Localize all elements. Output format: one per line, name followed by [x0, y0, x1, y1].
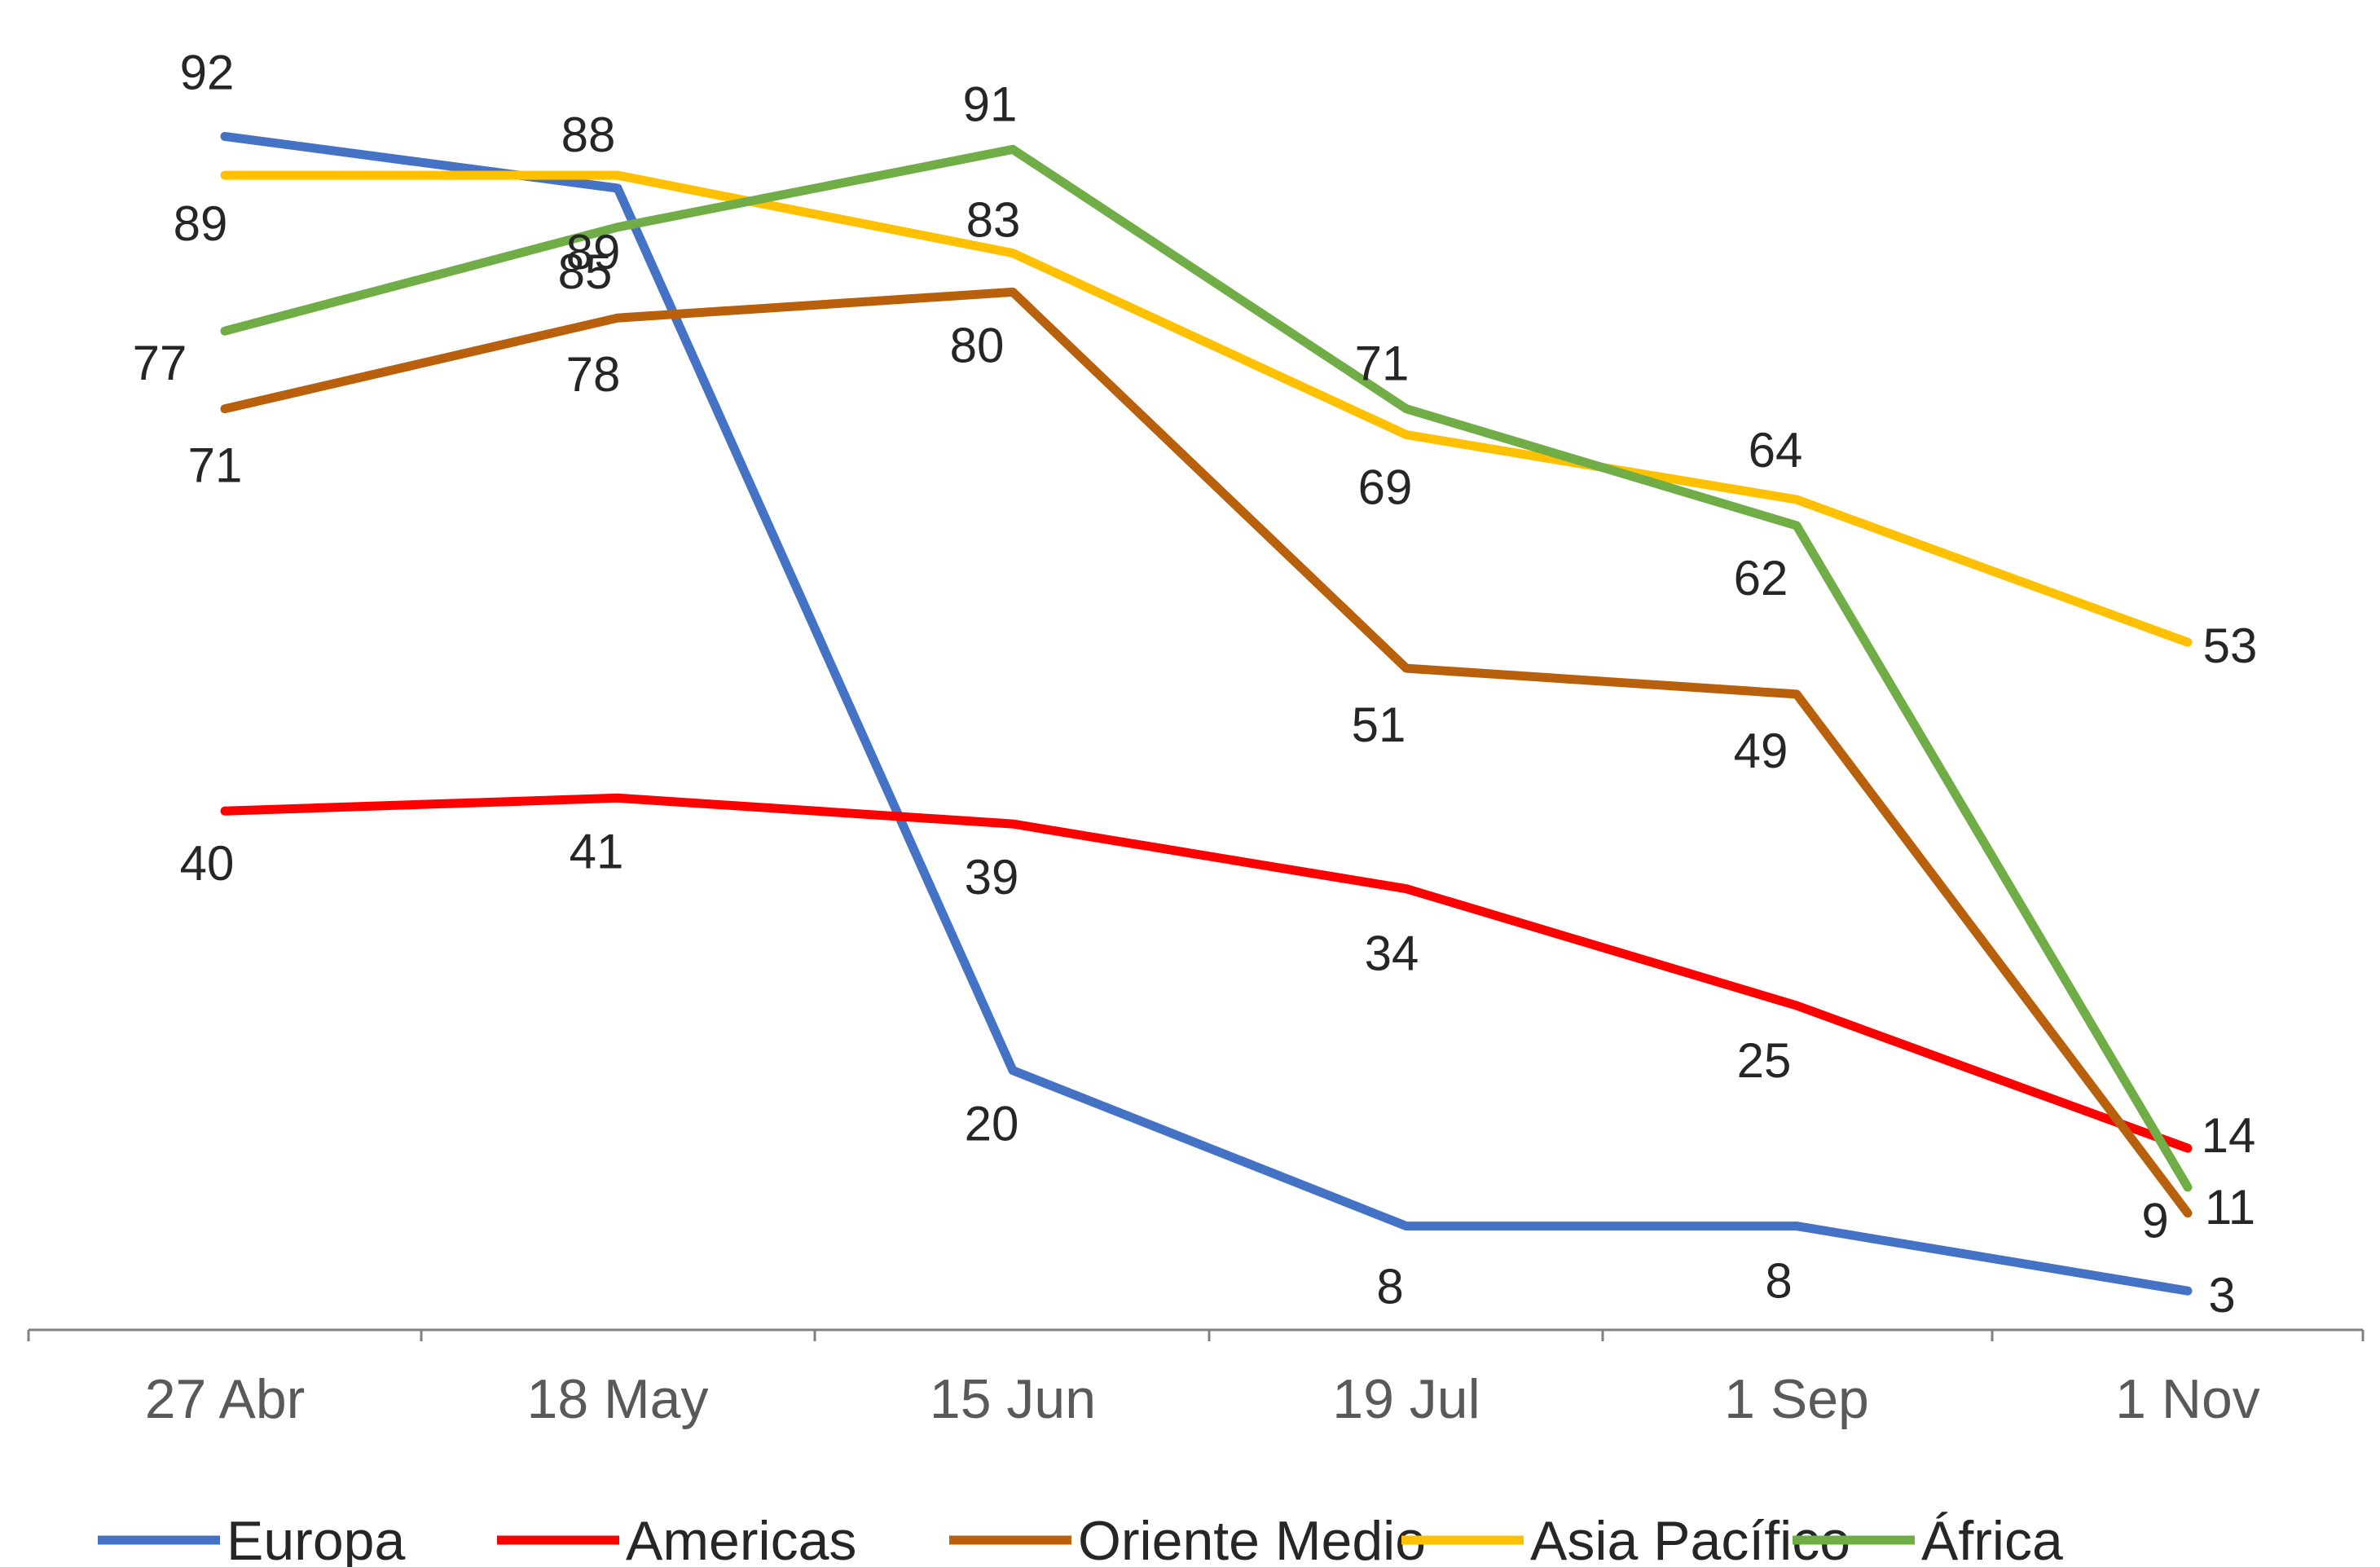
series-line: [220, 131, 2193, 1296]
series-line: [220, 793, 2193, 1153]
data-label: 62: [1734, 551, 1788, 605]
data-label: 92: [180, 45, 235, 99]
data-label: 25: [1737, 1033, 1792, 1088]
data-label: 53: [2203, 618, 2258, 673]
data-label: 49: [1734, 724, 1788, 778]
x-tick-label: 27 Abr: [145, 1368, 306, 1430]
x-axis: 27 Abr 18 May 15 Jun 19 Jul 1 Sep 1 Nov: [27, 1328, 2365, 1430]
data-label: 71: [1355, 337, 1410, 391]
data-label: 77: [133, 336, 187, 390]
data-label: 11: [2205, 1180, 2255, 1235]
data-label: 8: [1376, 1260, 1403, 1314]
series-lines: [220, 131, 2193, 1296]
data-label: 20: [965, 1097, 1019, 1151]
series-line: [220, 144, 2193, 1192]
x-tick-label: 19 Jul: [1332, 1368, 1480, 1430]
legend-label: Americas: [626, 1510, 856, 1567]
data-label: 80: [950, 318, 1005, 372]
x-tick-label: 1 Sep: [1724, 1368, 1869, 1430]
legend-label: Oriente Medio: [1078, 1510, 1426, 1567]
data-label: 69: [1358, 460, 1413, 515]
x-tick-label: 15 Jun: [930, 1368, 1096, 1430]
data-label: 51: [1352, 698, 1406, 752]
data-label: 9: [2141, 1194, 2168, 1248]
data-label: 89: [566, 225, 621, 280]
data-label: 88: [561, 108, 616, 162]
data-label: 85: [558, 244, 613, 299]
data-label: 78: [566, 347, 621, 402]
data-label: 8: [1765, 1254, 1792, 1309]
series-line: [220, 170, 2193, 647]
x-tick-label: 1 Nov: [2115, 1368, 2260, 1430]
data-label: 71: [188, 438, 243, 493]
data-label: 41: [570, 824, 624, 878]
data-label: 64: [1749, 423, 1803, 478]
legend-label: Europa: [227, 1510, 405, 1567]
data-label: 39: [965, 850, 1019, 905]
data-label: 14: [2202, 1108, 2256, 1163]
legend: Europa Americas Oriente Medio Asia Pacífico…: [98, 1510, 2063, 1567]
legend-label: África: [1921, 1510, 2063, 1567]
data-label: 3: [2208, 1268, 2235, 1323]
data-label: 40: [180, 836, 235, 891]
data-label: 91: [963, 77, 1018, 131]
series-line: [220, 287, 2193, 1218]
data-label: 89: [174, 196, 228, 251]
x-tick-label: 18 May: [527, 1368, 709, 1430]
data-label: 83: [966, 193, 1021, 248]
data-label: 34: [1365, 927, 1419, 981]
